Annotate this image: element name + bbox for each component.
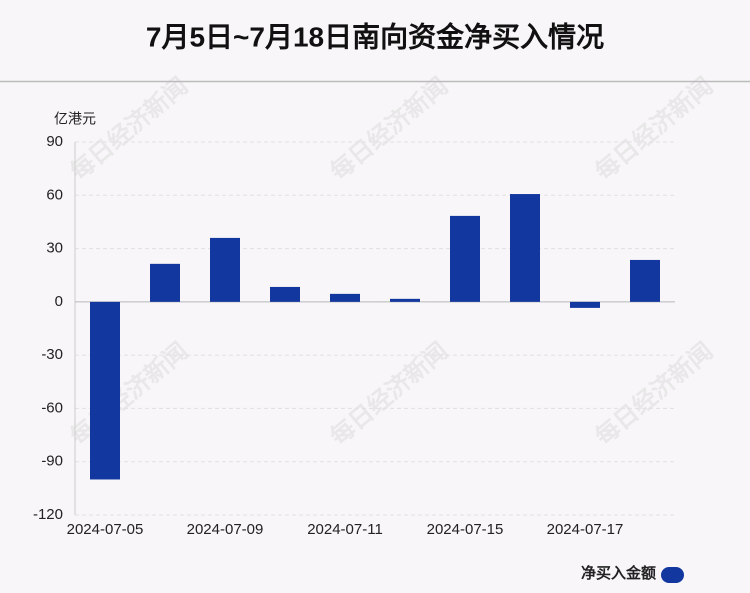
bar — [630, 259, 660, 302]
y-axis-label: 亿港元 — [54, 111, 96, 127]
y-tick-label: 60 — [46, 186, 63, 203]
y-tick-label: -120 — [33, 506, 63, 523]
y-tick-label: -90 — [41, 453, 63, 470]
bar — [570, 301, 600, 308]
bar — [90, 301, 120, 480]
x-tick-label: 2024-07-05 — [67, 521, 144, 538]
x-tick-label: 2024-07-17 — [547, 521, 624, 538]
bar — [210, 237, 240, 302]
bar — [450, 215, 480, 302]
y-tick-label: 90 — [46, 133, 63, 150]
bar — [150, 263, 180, 302]
legend-label: 净买入金额 — [581, 564, 656, 582]
y-tick-label: -30 — [41, 346, 63, 363]
x-tick-label: 2024-07-11 — [307, 521, 383, 538]
x-tick-label: 2024-07-15 — [427, 521, 504, 538]
x-tick-label: 2024-07-09 — [187, 521, 264, 538]
y-tick-label: 0 — [55, 293, 63, 310]
chart-title: 7月5日~7月18日南向资金净买入情况 — [146, 20, 604, 52]
bar — [510, 194, 540, 302]
y-tick-label: -60 — [41, 399, 63, 416]
y-tick-label: 30 — [46, 240, 63, 257]
legend-swatch — [661, 567, 684, 583]
bar — [330, 293, 360, 302]
bar — [390, 298, 420, 302]
bar — [270, 286, 300, 302]
